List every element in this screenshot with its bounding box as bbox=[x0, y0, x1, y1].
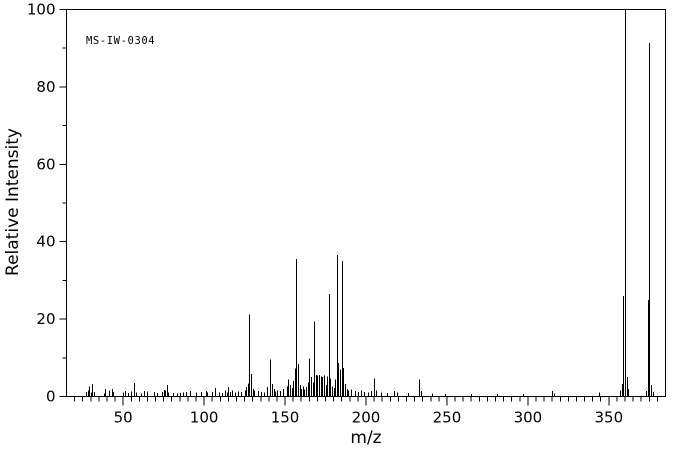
x-axis-ticks bbox=[74, 396, 658, 406]
y-axis-tick-labels: 0 20 40 60 80 100 bbox=[27, 1, 56, 406]
y-tick-label: 100 bbox=[27, 1, 56, 19]
x-axis-tick-labels: 50 100 150 200 250 300 350 bbox=[114, 409, 624, 427]
y-tick-label: 80 bbox=[36, 78, 55, 96]
x-tick-label: 100 bbox=[190, 409, 219, 427]
y-axis-title: Relative Intensity bbox=[3, 128, 23, 276]
y-axis-ticks bbox=[59, 9, 67, 397]
y-tick-label: 40 bbox=[36, 233, 55, 251]
y-tick-label: 0 bbox=[46, 388, 56, 406]
y-tick-label: 20 bbox=[36, 310, 55, 328]
x-tick-label: 300 bbox=[514, 409, 543, 427]
x-tick-label: 250 bbox=[433, 409, 462, 427]
x-tick-label: 350 bbox=[595, 409, 624, 427]
plot-frame bbox=[66, 9, 666, 397]
x-axis-title: m/z bbox=[350, 428, 381, 448]
x-tick-label: 200 bbox=[352, 409, 381, 427]
sample-id-label: MS-IW-0304 bbox=[86, 35, 155, 47]
x-tick-label: 150 bbox=[271, 409, 300, 427]
spectrum-peaks bbox=[86, 9, 654, 397]
y-tick-label: 60 bbox=[36, 155, 55, 173]
x-tick-label: 50 bbox=[114, 409, 133, 427]
